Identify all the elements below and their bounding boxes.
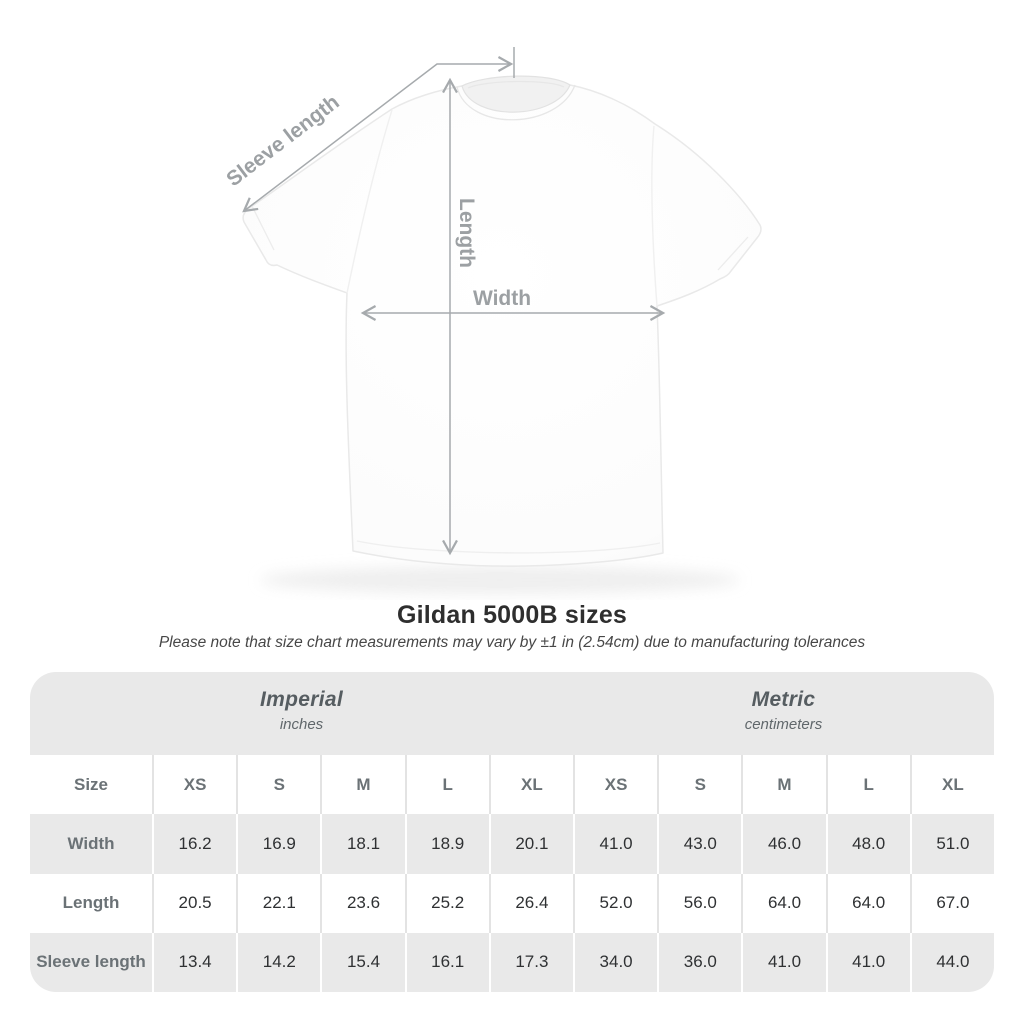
table-cell: 13.4 [152, 932, 237, 992]
size-col-header: L [404, 755, 489, 815]
metric-unit: centimeters [744, 716, 823, 733]
table-cell: 16.9 [236, 814, 321, 874]
table-cell: 64.0 [825, 873, 910, 933]
table-cell: 14.2 [236, 932, 321, 992]
width-label: Width [473, 287, 531, 310]
row-label: Sleeve length [30, 932, 152, 992]
table-cell: 64.0 [741, 873, 826, 933]
table-cell: 20.1 [488, 814, 573, 874]
imperial-unit: inches [279, 716, 324, 733]
size-col-header: M [741, 755, 826, 815]
right-cuff-seam [717, 236, 749, 271]
imperial-label: Imperial [260, 688, 343, 711]
size-col-header: S [657, 755, 742, 815]
table-cell: 25.2 [404, 873, 489, 933]
length-label: Length [455, 198, 478, 268]
size-col-header: L [825, 755, 910, 815]
table-cell: 44.0 [909, 932, 994, 992]
table-cell: 67.0 [909, 873, 994, 933]
size-col-header: S [236, 755, 321, 815]
size-col-header: XL [488, 755, 573, 815]
sleeve-length-arrow [242, 56, 514, 213]
imperial-header: Imperial inches [30, 672, 573, 755]
table-cell: 52.0 [572, 873, 658, 933]
table-cell: 34.0 [572, 932, 658, 992]
table-cell: 51.0 [909, 814, 994, 874]
table-cell: 46.0 [741, 814, 826, 874]
size-chart-table: Imperial inches Metric centimeters Size … [30, 672, 994, 992]
shirt-shadow [260, 566, 740, 594]
table-cell: 17.3 [488, 932, 573, 992]
size-col-header: XL [909, 755, 994, 815]
row-label: Width [30, 814, 152, 874]
table-cell: 48.0 [825, 814, 910, 874]
table-cell: 22.1 [236, 873, 321, 933]
table-cell: 26.4 [488, 873, 573, 933]
size-col-header: XS [572, 755, 658, 815]
tshirt-graphic [242, 76, 762, 567]
table-cell: 18.1 [320, 814, 405, 874]
metric-header: Metric centimeters [572, 672, 994, 755]
table-cell: 16.1 [404, 932, 489, 992]
left-cuff-seam [251, 205, 275, 251]
tolerance-note: Please note that size chart measurements… [158, 634, 866, 651]
page-title: Gildan 5000B sizes [396, 601, 628, 629]
row-label: Length [30, 873, 152, 933]
table-cell: 41.0 [825, 932, 910, 992]
tshirt-size-diagram: Sleeve length Length Width [222, 47, 762, 594]
table-cell: 41.0 [572, 814, 658, 874]
size-col-header: M [320, 755, 405, 815]
table-cell: 15.4 [320, 932, 405, 992]
table-cell: 18.9 [404, 814, 489, 874]
table-cell: 20.5 [152, 873, 237, 933]
table-cell: 16.2 [152, 814, 237, 874]
table-cell: 43.0 [657, 814, 742, 874]
table-cell: 41.0 [741, 932, 826, 992]
table-cell: 23.6 [320, 873, 405, 933]
table-cell: 56.0 [657, 873, 742, 933]
metric-label: Metric [751, 688, 816, 711]
size-col-header: XS [152, 755, 237, 815]
right-armhole-seam [651, 125, 658, 307]
table-cell: 36.0 [657, 932, 742, 992]
size-row-header: Size [30, 755, 152, 815]
hem-seam [356, 540, 661, 554]
